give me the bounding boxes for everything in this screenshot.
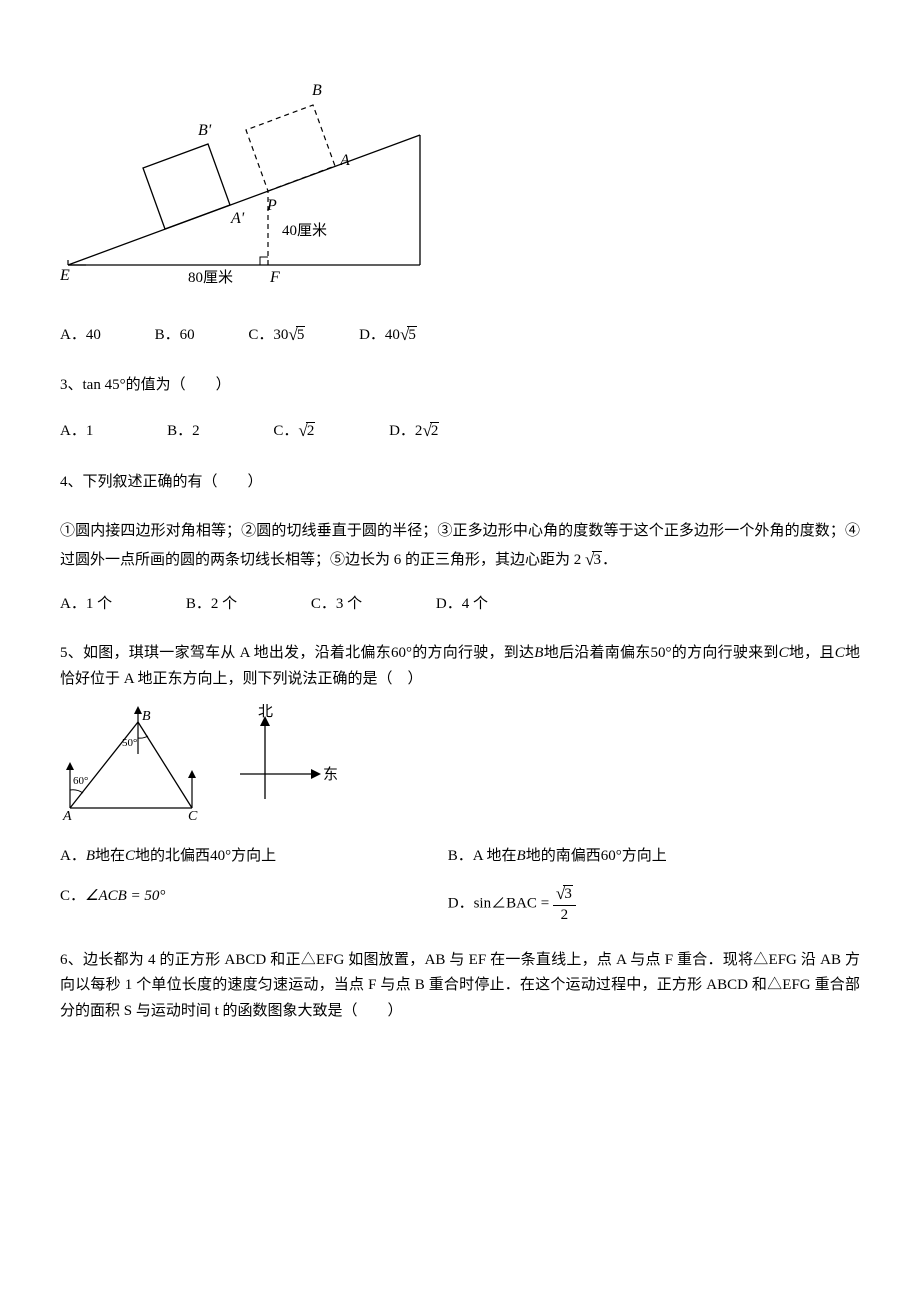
q4-body-pre: ①圆内接四边形对角相等；②圆的切线垂直于圆的半径；③正多边形中心角的度数等于这个… bbox=[60, 523, 860, 568]
q5-sc: C bbox=[779, 645, 789, 661]
q5-opt-b: B．A 地在B地的南偏西60°方向上 bbox=[448, 844, 832, 870]
svg-text:A: A bbox=[62, 809, 72, 824]
q2-opt-c-pre: C．30 bbox=[248, 327, 288, 343]
q5b-b: B bbox=[517, 848, 526, 864]
q5b-post: 地的南偏西 bbox=[526, 848, 601, 864]
q2-opt-b: B．60 bbox=[155, 323, 195, 349]
q5-a1: 60° bbox=[391, 645, 412, 661]
q5-a2: 50° bbox=[651, 645, 672, 661]
q5-stem: 5、如图，琪琪一家驾车从 A 地出发，沿着北偏东60°的方向行驶，到达B地后沿着… bbox=[60, 641, 860, 692]
q5a-end: 方向上 bbox=[231, 848, 276, 864]
q5a-post: 地的北偏西 bbox=[135, 848, 210, 864]
q4-opt-d: D．4 个 bbox=[436, 592, 488, 618]
q5-figure: A B C 60° 50° 北 东 bbox=[60, 704, 860, 824]
q5c-pre: C． bbox=[60, 888, 85, 904]
q3-opt-a: A．1 bbox=[60, 419, 93, 445]
q5c-ang: ∠ACB = 50° bbox=[85, 888, 165, 904]
q5b-end: 方向上 bbox=[622, 848, 667, 864]
q5a-pre: A． bbox=[60, 848, 86, 864]
q5-options-row1: A．B地在C地的北偏西40°方向上 B．A 地在B地的南偏西60°方向上 bbox=[60, 844, 860, 870]
q3-opt-b: B．2 bbox=[167, 419, 200, 445]
q2-figure: E F 80厘米 40厘米 P A' A B B' bbox=[60, 70, 860, 300]
q4-body-rad: 3 bbox=[592, 551, 602, 568]
q5d-numrad: 3 bbox=[563, 885, 573, 902]
q4-body: ①圆内接四边形对角相等；②圆的切线垂直于圆的半径；③正多边形中心角的度数等于这个… bbox=[60, 519, 860, 574]
q4-options: A．1 个 B．2 个 C．3 个 D．4 个 bbox=[60, 592, 860, 618]
q5b-pre: B．A 地在 bbox=[448, 848, 517, 864]
svg-text:B': B' bbox=[198, 122, 212, 139]
q2-opt-a: A．40 bbox=[60, 323, 101, 349]
q5a-ang: 40° bbox=[210, 848, 231, 864]
q3-stem-tan: tan 45° bbox=[83, 377, 126, 393]
q3-stem: 3、tan 45°的值为（ ） bbox=[60, 373, 860, 399]
compass-east-label: 东 bbox=[323, 766, 338, 783]
svg-text:E: E bbox=[60, 267, 70, 284]
svg-text:B: B bbox=[312, 82, 322, 99]
q4-opt-b: B．2 个 bbox=[186, 592, 237, 618]
svg-text:P: P bbox=[266, 197, 277, 214]
q2-opt-c: C．30√5 bbox=[248, 320, 305, 349]
q5-s1: 5、如图，琪琪一家驾车从 A 地出发，沿着北偏东 bbox=[60, 645, 391, 661]
q2-opt-d-pre: D．40 bbox=[359, 327, 400, 343]
compass-north-label: 北 bbox=[258, 704, 273, 720]
q5-s5: 地，且 bbox=[789, 645, 835, 661]
q3-stem-post: 的值为（ ） bbox=[126, 377, 231, 393]
svg-text:F: F bbox=[269, 269, 280, 286]
q3-opt-c-pre: C． bbox=[273, 423, 298, 439]
q5-opt-c: C．∠ACB = 50° bbox=[60, 884, 444, 910]
svg-text:C: C bbox=[188, 809, 198, 824]
q5a-b: B bbox=[86, 848, 95, 864]
q5-triangle-svg: A B C 60° 50° bbox=[60, 704, 210, 824]
q5-compass-svg: 北 东 bbox=[220, 704, 340, 824]
q2-opt-d-rad: 5 bbox=[407, 326, 417, 343]
q4-opt-a: A．1 个 bbox=[60, 592, 112, 618]
q5-options-row2: C．∠ACB = 50° D．sin∠BAC = √32 bbox=[60, 884, 860, 924]
q5d-den: 2 bbox=[553, 906, 576, 924]
q5-s4: 的方向行驶来到 bbox=[672, 645, 779, 661]
svg-text:A': A' bbox=[230, 210, 245, 227]
q5b-ang: 60° bbox=[601, 848, 622, 864]
q5a-c: C bbox=[125, 848, 135, 864]
q3-opt-d-pre: D．2 bbox=[389, 423, 422, 439]
q5d-pre: D． bbox=[448, 895, 474, 911]
svg-text:B: B bbox=[142, 709, 151, 724]
q5a-mid: 地在 bbox=[95, 848, 125, 864]
q4-stem: 4、下列叙述正确的有（ ） bbox=[60, 470, 860, 496]
q5-sc2: C bbox=[835, 645, 845, 661]
q6-stem: 6、边长都为 4 的正方形 ABCD 和正△EFG 如图放置，AB 与 EF 在… bbox=[60, 948, 860, 1025]
svg-text:60°: 60° bbox=[73, 775, 88, 787]
q5-s2: 的方向行驶，到达 bbox=[412, 645, 534, 661]
svg-text:50°: 50° bbox=[122, 737, 137, 749]
q2-svg: E F 80厘米 40厘米 P A' A B B' bbox=[60, 70, 430, 290]
q2-opt-d: D．40√5 bbox=[359, 320, 417, 349]
svg-text:80厘米: 80厘米 bbox=[188, 269, 233, 286]
q5-s3: 地后沿着南偏东 bbox=[543, 645, 650, 661]
q5d-sin: sin∠BAC = bbox=[474, 895, 553, 911]
q3-opt-d-rad: 2 bbox=[430, 422, 440, 439]
q3-options: A．1 B．2 C．√2 D．2√2 bbox=[60, 416, 860, 445]
q3-opt-d: D．2√2 bbox=[389, 416, 439, 445]
q4-opt-c: C．3 个 bbox=[311, 592, 362, 618]
q3-opt-c: C．√2 bbox=[273, 416, 315, 445]
q5-opt-d: D．sin∠BAC = √32 bbox=[448, 884, 832, 924]
q4-body-post: ． bbox=[602, 552, 617, 568]
q3-opt-c-rad: 2 bbox=[306, 422, 316, 439]
q3-stem-idx: 3、 bbox=[60, 377, 83, 393]
q2-options: A．40 B．60 C．30√5 D．40√5 bbox=[60, 320, 860, 349]
svg-text:A: A bbox=[339, 152, 350, 169]
svg-text:40厘米: 40厘米 bbox=[282, 222, 327, 239]
q2-opt-c-rad: 5 bbox=[296, 326, 306, 343]
q5-opt-a: A．B地在C地的北偏西40°方向上 bbox=[60, 844, 444, 870]
